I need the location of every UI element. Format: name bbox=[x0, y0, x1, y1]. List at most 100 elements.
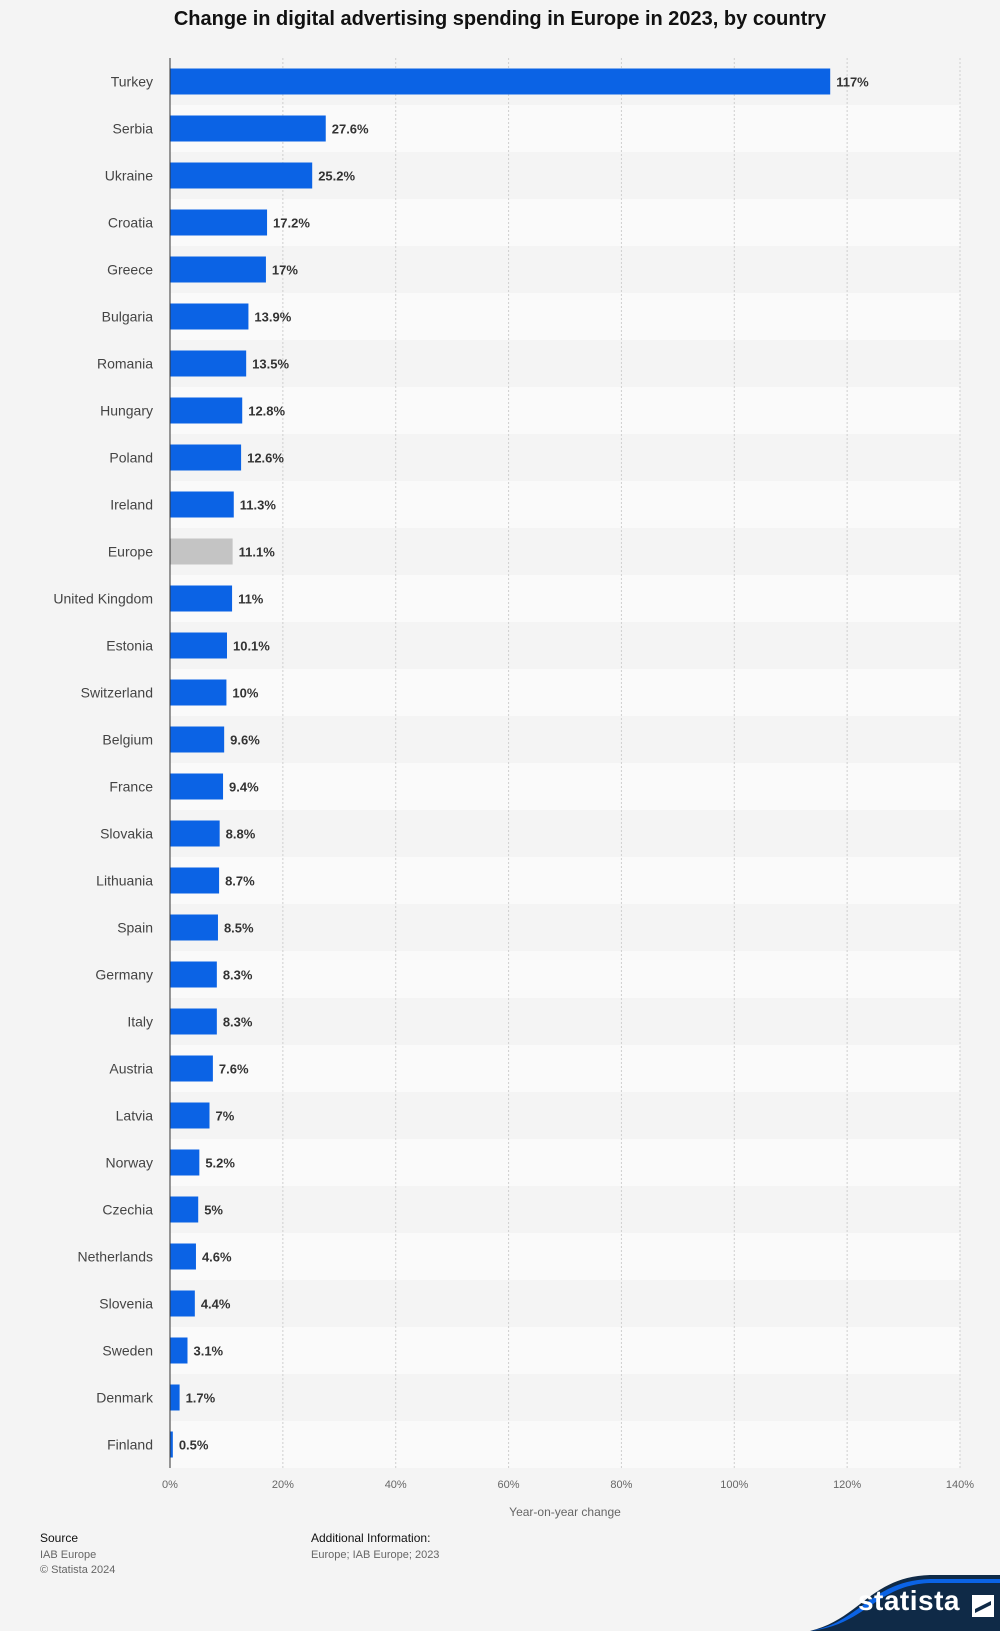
bar-lithuania bbox=[170, 867, 220, 894]
bar-bulgaria bbox=[170, 303, 249, 330]
bar-latvia bbox=[170, 1102, 210, 1129]
bar-czechia bbox=[170, 1196, 199, 1223]
category-label: Europe bbox=[108, 544, 153, 560]
value-label: 4.4% bbox=[201, 1297, 231, 1312]
row-band bbox=[170, 1374, 960, 1421]
row-band bbox=[170, 1280, 960, 1327]
category-label: Netherlands bbox=[78, 1249, 154, 1265]
category-label: France bbox=[109, 779, 153, 795]
category-label: Denmark bbox=[96, 1390, 154, 1406]
category-label: Belgium bbox=[102, 732, 153, 748]
value-label: 4.6% bbox=[202, 1250, 232, 1265]
bar-europe bbox=[170, 538, 233, 565]
value-label: 13.9% bbox=[254, 310, 291, 325]
row-band bbox=[170, 904, 960, 951]
bar-netherlands bbox=[170, 1243, 196, 1270]
row-band bbox=[170, 528, 960, 575]
bar-belgium bbox=[170, 726, 225, 753]
bar-slovenia bbox=[170, 1290, 195, 1317]
copyright-line: © Statista 2024 bbox=[40, 1564, 116, 1576]
bar-finland bbox=[170, 1431, 173, 1458]
value-label: 12.6% bbox=[247, 451, 284, 466]
value-label: 3.1% bbox=[193, 1344, 223, 1359]
category-label: Sweden bbox=[102, 1343, 153, 1359]
row-band bbox=[170, 246, 960, 293]
category-label: Bulgaria bbox=[102, 309, 154, 325]
bar-sweden bbox=[170, 1337, 188, 1364]
value-label: 117% bbox=[836, 75, 869, 90]
labels: 0% 20% 40% 60% 80% 100% 120% 140% Year-on-year c… bbox=[53, 74, 974, 1520]
row-band bbox=[170, 1421, 960, 1468]
value-label: 17.2% bbox=[273, 216, 310, 231]
row-band bbox=[170, 951, 960, 998]
bar-slovakia bbox=[170, 820, 220, 847]
row-band bbox=[170, 669, 960, 716]
bar-france bbox=[170, 773, 224, 800]
row-band bbox=[170, 1045, 960, 1092]
x-tick-label: 80% bbox=[610, 1479, 632, 1491]
x-tick-label: 100% bbox=[720, 1479, 748, 1491]
value-label: 25.2% bbox=[318, 169, 355, 184]
value-label: 5% bbox=[204, 1203, 223, 1218]
source-block: Source IAB Europe © Statista 2024 bbox=[40, 1531, 115, 1578]
value-label: 9.6% bbox=[230, 733, 260, 748]
category-label: Serbia bbox=[113, 121, 154, 137]
bar-greece bbox=[170, 256, 266, 283]
bar-united-kingdom bbox=[170, 585, 233, 612]
category-label: United Kingdom bbox=[53, 591, 153, 607]
category-label: Romania bbox=[97, 356, 153, 372]
value-label: 8.3% bbox=[223, 1015, 253, 1030]
category-label: Lithuania bbox=[96, 873, 153, 889]
row-band bbox=[170, 1092, 960, 1139]
info-line: Europe; IAB Europe; 2023 bbox=[311, 1549, 440, 1561]
source-line: IAB Europe bbox=[40, 1549, 97, 1561]
row-band bbox=[170, 434, 960, 481]
source-heading: Source bbox=[40, 1531, 79, 1545]
category-label: Germany bbox=[95, 967, 153, 983]
value-label: 10.1% bbox=[233, 639, 270, 654]
row-band bbox=[170, 810, 960, 857]
row-band bbox=[170, 622, 960, 669]
row-band bbox=[170, 716, 960, 763]
value-label: 11.1% bbox=[239, 545, 276, 560]
category-label: Norway bbox=[106, 1155, 153, 1171]
value-label: 7.6% bbox=[219, 1062, 249, 1077]
value-label: 5.2% bbox=[205, 1156, 235, 1171]
category-label: Poland bbox=[109, 450, 153, 466]
bar-germany bbox=[170, 961, 217, 988]
category-label: Estonia bbox=[106, 638, 153, 654]
bar-denmark bbox=[170, 1384, 180, 1411]
bar-serbia bbox=[170, 115, 326, 142]
category-label: Austria bbox=[109, 1061, 153, 1077]
row-band bbox=[170, 857, 960, 904]
value-label: 17% bbox=[272, 263, 298, 278]
value-label: 8.7% bbox=[225, 874, 255, 889]
category-label: Greece bbox=[107, 262, 153, 278]
category-label: Italy bbox=[127, 1014, 153, 1030]
row-band bbox=[170, 387, 960, 434]
bar-croatia bbox=[170, 209, 268, 236]
bar-ukraine bbox=[170, 162, 313, 189]
bar-romania bbox=[170, 350, 247, 377]
category-label: Turkey bbox=[111, 74, 153, 90]
chart-title: Change in digital advertising spending i… bbox=[173, 8, 827, 30]
bar-switzerland bbox=[170, 679, 227, 706]
bar-ireland bbox=[170, 491, 234, 518]
value-label: 8.5% bbox=[224, 921, 254, 936]
row-band bbox=[170, 1233, 960, 1280]
row-band bbox=[170, 1327, 960, 1374]
category-label: Spain bbox=[117, 920, 153, 936]
value-label: 1.7% bbox=[186, 1391, 216, 1406]
value-label: 10% bbox=[232, 686, 258, 701]
bar-spain bbox=[170, 914, 218, 941]
x-tick-label: 120% bbox=[833, 1479, 861, 1491]
category-label: Croatia bbox=[108, 215, 153, 231]
value-label: 27.6% bbox=[332, 122, 369, 137]
category-label: Ireland bbox=[110, 497, 153, 513]
value-label: 11.3% bbox=[240, 498, 277, 513]
row-band bbox=[170, 481, 960, 528]
row-band bbox=[170, 1139, 960, 1186]
bar-chart: 0% 20% 40% 60% 80% 100% 120% 140% Year-on-year c… bbox=[53, 58, 974, 1520]
row-band bbox=[170, 575, 960, 622]
value-label: 13.5% bbox=[252, 357, 289, 372]
